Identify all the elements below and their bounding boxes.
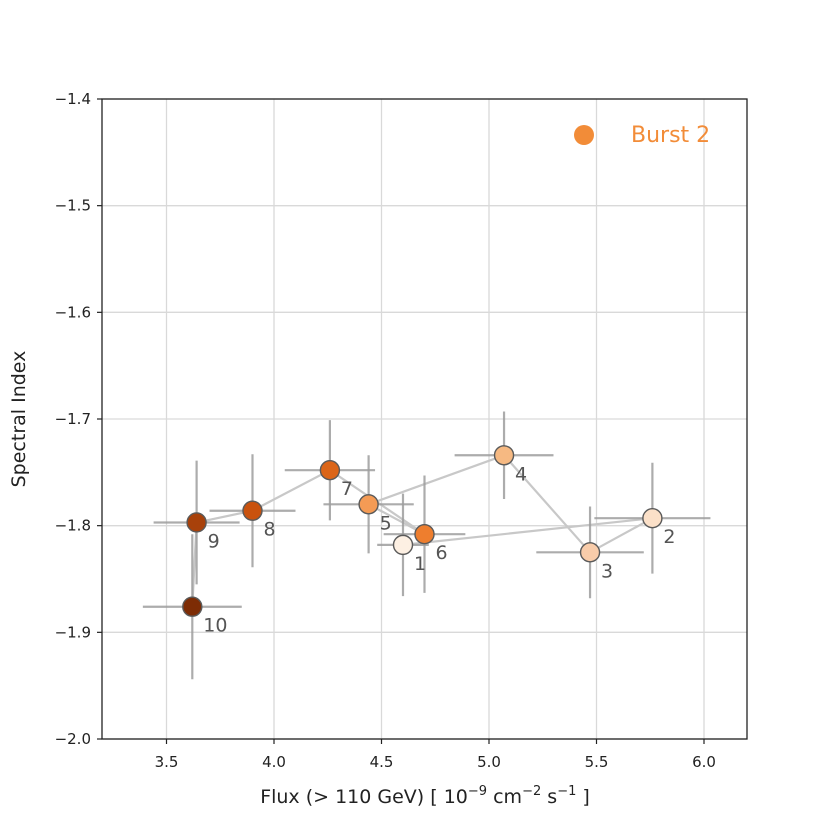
- point-label-10: 10: [203, 615, 227, 637]
- x-tick-label: 4.5: [370, 753, 394, 771]
- point-label-9: 9: [208, 530, 220, 552]
- point-label-8: 8: [264, 519, 276, 541]
- data-point-3: [579, 542, 601, 563]
- y-tick-label: −1.7: [55, 410, 91, 428]
- y-tick-label: −1.6: [55, 303, 91, 321]
- legend: Burst 2: [574, 123, 710, 148]
- grid: [102, 98, 747, 740]
- data-point-1: [392, 534, 414, 556]
- point-labels: 1 2 3 4 5 6 7 8 9 10: [203, 463, 675, 636]
- data-points: [182, 445, 663, 617]
- point-label-5: 5: [380, 512, 392, 534]
- legend-label: Burst 2: [631, 123, 710, 148]
- point-label-7: 7: [341, 478, 353, 500]
- sequence-line: [191, 454, 653, 607]
- data-point-6: [414, 524, 435, 545]
- x-axis-label: Flux (> 110 GeV) [ 10−9 cm−2 s−1 ]: [260, 784, 590, 808]
- legend-marker: [574, 125, 594, 145]
- point-label-6: 6: [436, 542, 448, 564]
- x-tick-label: 3.5: [155, 753, 179, 771]
- y-tick-label: −1.9: [55, 623, 91, 641]
- x-tick-label: 5.5: [585, 753, 609, 771]
- point-label-1: 1: [414, 553, 426, 575]
- data-point-10: [182, 596, 203, 617]
- x-tick-label: 4.0: [262, 753, 286, 771]
- y-axis-ticks: −2.0 −1.9 −1.8 −1.7 −1.6 −1.5 −1.4: [55, 90, 102, 748]
- point-label-3: 3: [601, 560, 613, 582]
- data-point-2: [642, 508, 663, 529]
- y-tick-label: −1.8: [55, 517, 91, 535]
- data-point-8: [242, 500, 263, 521]
- data-point-4: [493, 445, 515, 466]
- data-point-7: [319, 460, 341, 481]
- x-axis-ticks: 3.5 4.0 4.5 5.0 5.5 6.0: [155, 739, 716, 771]
- y-tick-label: −1.4: [55, 90, 91, 108]
- y-tick-label: −2.0: [55, 730, 91, 748]
- data-point-9: [186, 512, 207, 533]
- data-point-5: [358, 494, 379, 515]
- x-tick-label: 5.0: [477, 753, 501, 771]
- connecting-line: [191, 454, 653, 607]
- x-tick-label: 6.0: [692, 753, 716, 771]
- point-label-4: 4: [515, 463, 527, 485]
- y-tick-label: −1.5: [55, 197, 91, 215]
- y-axis-label: Spectral Index: [8, 351, 30, 488]
- point-label-2: 2: [663, 526, 675, 548]
